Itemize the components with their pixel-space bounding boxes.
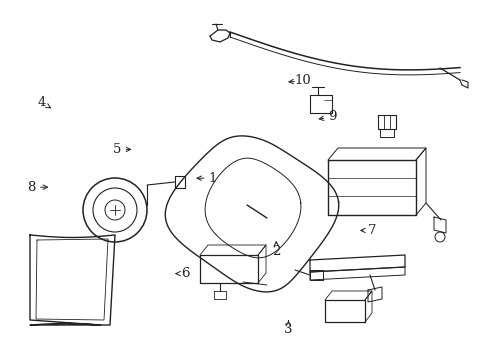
Text: 3: 3 (284, 323, 292, 336)
Text: 5: 5 (113, 143, 122, 156)
Text: 4: 4 (37, 96, 46, 109)
Text: 1: 1 (208, 172, 217, 185)
Text: 7: 7 (366, 224, 375, 237)
Text: 9: 9 (327, 111, 336, 123)
Text: 8: 8 (27, 181, 36, 194)
Text: 6: 6 (181, 267, 190, 280)
Text: 2: 2 (271, 246, 280, 258)
Text: 10: 10 (294, 75, 311, 87)
